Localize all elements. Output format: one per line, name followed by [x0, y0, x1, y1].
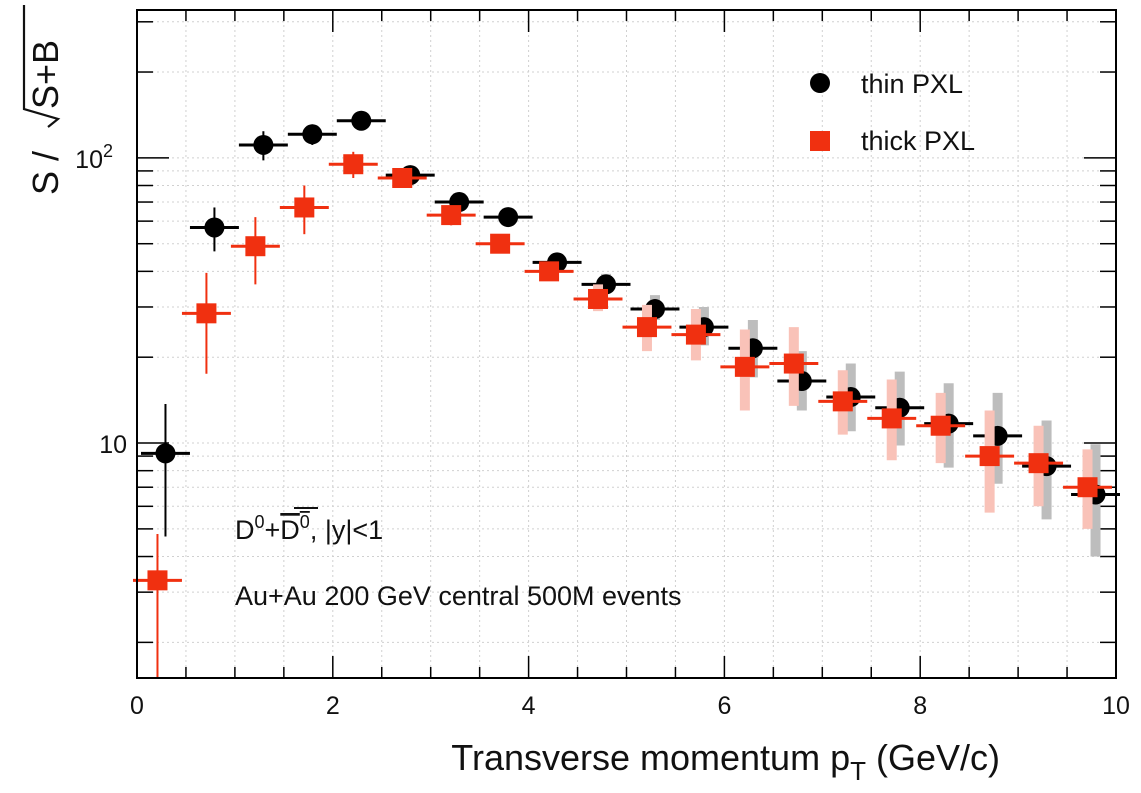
data-point: [734, 356, 755, 377]
sqrt-sign: [22, 5, 61, 128]
data-point: [1028, 453, 1049, 474]
data-point: [441, 205, 462, 226]
data-point: [196, 303, 217, 324]
legend-marker-thick-pxl: [810, 131, 830, 151]
data-point: [930, 415, 951, 436]
annotation-species: D0+D0, |y|<1: [235, 512, 383, 545]
y-axis-title: S / S+B: [22, 5, 66, 195]
y-tick-label: 102: [75, 141, 113, 174]
x-tick-label: 0: [130, 692, 144, 720]
data-point: [685, 324, 706, 345]
plot-series: [133, 110, 1120, 678]
data-point: [302, 124, 323, 145]
data-point: [881, 408, 902, 429]
data-point: [147, 570, 168, 591]
data-point: [498, 207, 519, 228]
legend-marker-thin-pxl: [810, 73, 830, 93]
data-point: [294, 197, 315, 218]
data-point: [204, 217, 225, 238]
series-thick-pxl: [133, 151, 1112, 678]
data-point: [832, 391, 853, 412]
data-point: [783, 353, 804, 374]
legend-label-thick-pxl: thick PXL: [861, 126, 975, 156]
annotation-system: Au+Au 200 GeV central 500M events: [235, 581, 682, 611]
legend: thin PXL thick PXL: [810, 69, 975, 156]
grid: [137, 10, 1116, 678]
data-point: [588, 288, 609, 309]
data-point: [1077, 477, 1098, 498]
x-tick-label: 6: [717, 692, 731, 720]
svg-text:S+B: S+B: [25, 40, 66, 109]
x-tick-label: 2: [326, 692, 340, 720]
svg-text:S /: S /: [25, 151, 66, 195]
data-point: [351, 110, 372, 131]
series-thin-pxl: [141, 110, 1120, 557]
data-point: [343, 154, 364, 175]
data-point: [539, 261, 560, 282]
data-point: [979, 446, 1000, 467]
x-tick-label: 4: [522, 692, 536, 720]
plot-frame: [136, 9, 1117, 679]
data-point: [253, 134, 274, 155]
tick-labels: 0 2 4 6 8 10 10 102: [75, 141, 1130, 720]
data-point: [245, 236, 266, 257]
x-tick-label: 8: [913, 692, 927, 720]
data-point: [392, 167, 413, 188]
x-axis-title: Transverse momentum pT (GeV/c): [451, 737, 1000, 786]
data-point: [155, 443, 176, 464]
y-tick-label: 10: [99, 431, 127, 459]
data-point: [490, 233, 511, 254]
x-tick-label: 10: [1102, 692, 1130, 720]
legend-label-thin-pxl: thin PXL: [861, 69, 963, 99]
data-point: [636, 317, 657, 338]
